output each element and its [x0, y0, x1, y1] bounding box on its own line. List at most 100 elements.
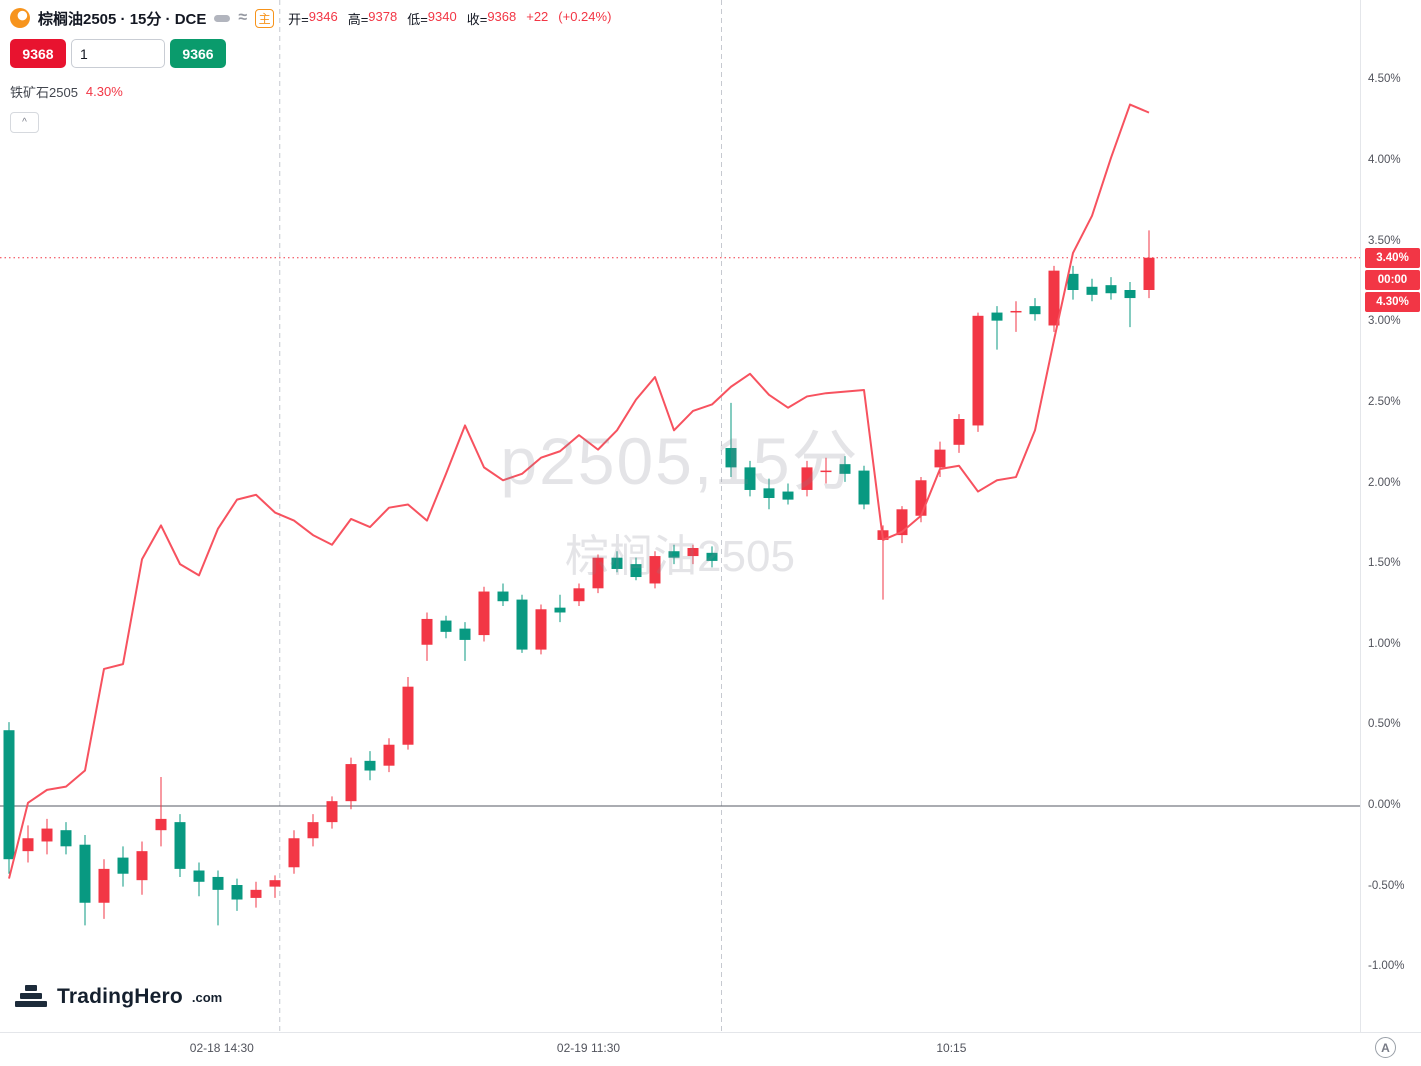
overlay-change-value: 4.30%: [85, 84, 123, 99]
candle-body: [440, 620, 452, 632]
candle-body: [801, 467, 813, 490]
open-label: 开=: [288, 11, 309, 27]
price-axis[interactable]: 3.40% 00:00 4.30% 4.50% 4.00% 3.50% 3.00% 2.…: [1360, 0, 1421, 1032]
main-chart-badge[interactable]: 主: [255, 8, 275, 28]
sell-price-button[interactable]: 9368: [10, 39, 66, 68]
candle-body: [174, 822, 186, 869]
overlay-symbol-name: 铁矿石2505: [10, 85, 78, 100]
candle-body: [1105, 285, 1117, 294]
candle-body: [687, 548, 699, 557]
quantity-input[interactable]: [71, 39, 165, 68]
candle-body: [136, 851, 148, 881]
candle-body: [383, 744, 395, 766]
candle-body: [1067, 273, 1079, 290]
close-label: 收=: [466, 11, 488, 27]
low-label: 低=: [407, 11, 428, 27]
open-value: 9346: [308, 8, 338, 24]
candle-body: [706, 552, 718, 561]
y-axis-label: -0.50%: [1368, 879, 1405, 892]
candle-body: [345, 764, 357, 802]
time-axis[interactable]: 02-18 14:30 02-19 11:30 10:15: [0, 1032, 1421, 1066]
candle-body: [839, 464, 851, 474]
candle-body: [41, 828, 53, 842]
candle-body: [592, 557, 604, 589]
y-axis-label: 3.50%: [1368, 234, 1401, 247]
candle-body: [231, 885, 243, 900]
candle-body: [991, 312, 1003, 321]
candle-body: [288, 838, 300, 868]
candle-body: [915, 480, 927, 516]
overlay-price-badge: 4.30%: [1365, 291, 1420, 312]
candle-body: [478, 591, 490, 636]
candle-body: [98, 868, 110, 903]
price-badge-stack: 3.40% 00:00 4.30%: [1365, 247, 1420, 314]
x-axis-label: 10:15: [936, 1041, 967, 1055]
buy-price-button[interactable]: 9366: [170, 39, 226, 68]
candle-body: [326, 801, 338, 823]
y-axis-label: 0.50%: [1368, 718, 1401, 731]
candle-body: [668, 551, 680, 558]
candle-body: [212, 876, 224, 890]
candle-body: [421, 618, 433, 645]
change-pct-value: (+0.24%): [558, 8, 612, 24]
candle-body: [22, 838, 34, 852]
candle-body: [269, 880, 281, 887]
y-axis-label: 2.50%: [1368, 395, 1401, 408]
candle-body: [402, 686, 414, 745]
symbol-title[interactable]: 棕榈油2505 · 15分 · DCE: [38, 10, 207, 28]
candle-body: [649, 556, 661, 584]
y-axis-label: 3.00%: [1368, 315, 1401, 328]
y-axis-label: 2.00%: [1368, 476, 1401, 489]
app-logo-icon: [10, 8, 30, 28]
tradinghero-logo-icon: [15, 985, 47, 1007]
candle-body: [459, 628, 471, 640]
brand-suffix: .com: [191, 989, 223, 1005]
brand-name: TradingHero: [57, 985, 183, 1008]
candle-body: [611, 557, 623, 569]
y-axis-label: 4.00%: [1368, 154, 1401, 166]
candle-body: [763, 488, 775, 499]
x-axis-label: 02-19 11:30: [556, 1041, 621, 1055]
y-axis-label: -1.00%: [1368, 960, 1405, 973]
candle-body: [896, 509, 908, 536]
symbol-row: 棕榈油2505 · 15分 · DCE ≈ 主 开= 9346 高= 9378 低=…: [10, 6, 611, 30]
candle-body: [497, 591, 509, 602]
y-axis-label: 4.50%: [1368, 73, 1401, 86]
candle-body: [630, 564, 642, 578]
last-price-badge: 3.40%: [1365, 247, 1420, 268]
auto-scale-button[interactable]: A: [1375, 1037, 1396, 1058]
candle-body: [193, 870, 205, 882]
y-axis-label: 1.50%: [1368, 557, 1401, 570]
minimize-icon[interactable]: [214, 14, 231, 22]
candle-body: [725, 448, 737, 468]
candle-body: [117, 857, 129, 874]
wave-icon[interactable]: ≈: [238, 9, 248, 26]
overlay-line-series: [8, 103, 1150, 879]
candle-body: [1086, 286, 1098, 295]
candle-body: [307, 822, 319, 839]
candle-body: [934, 449, 946, 468]
candle-body: [1029, 306, 1041, 315]
chart-header: 棕榈油2505 · 15分 · DCE ≈ 主 开= 9346 高= 9378 低=…: [10, 6, 611, 133]
candle-body: [554, 607, 566, 613]
close-value: 9368: [487, 8, 517, 24]
high-value: 9378: [368, 8, 398, 24]
candle-body: [1143, 257, 1155, 290]
branding: TradingHero .com: [14, 983, 222, 1011]
candle-body: [972, 315, 984, 426]
candle-body: [953, 419, 965, 445]
ohlc-readout: 开= 9346 高= 9378 低= 9340 收= 9368 +22 (+0.24%): [288, 9, 611, 28]
overlay-legend[interactable]: 铁矿石2505 4.30%: [10, 82, 611, 101]
x-axis-label: 02-18 14:30: [189, 1041, 254, 1055]
candle-body: [535, 609, 547, 650]
candle-body: [516, 599, 528, 650]
collapse-legend-button[interactable]: ^: [10, 112, 39, 133]
candle-body: [573, 588, 585, 602]
y-axis-label: 0.00%: [1368, 799, 1401, 811]
candle-body: [79, 844, 91, 903]
candle-body: [820, 470, 832, 473]
candle-body: [1124, 290, 1136, 299]
change-value: +22: [526, 8, 549, 24]
